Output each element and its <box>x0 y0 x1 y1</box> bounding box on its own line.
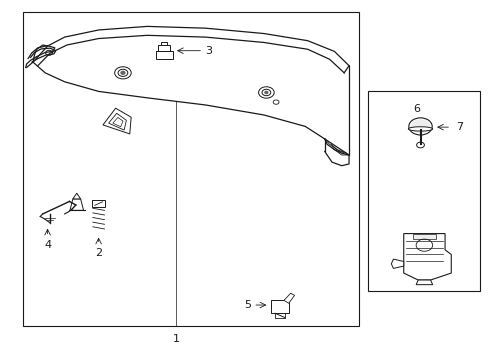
Text: 7: 7 <box>455 122 462 132</box>
Polygon shape <box>103 108 131 134</box>
Polygon shape <box>73 193 81 199</box>
Bar <box>23 12 358 327</box>
Circle shape <box>410 119 429 134</box>
Text: 3: 3 <box>205 46 212 56</box>
Text: 2: 2 <box>95 248 102 258</box>
Bar <box>412 234 435 239</box>
Polygon shape <box>415 280 432 285</box>
Text: 6: 6 <box>413 104 420 113</box>
Bar <box>155 51 173 59</box>
Bar <box>158 45 170 51</box>
Bar <box>271 300 288 313</box>
Polygon shape <box>108 113 126 130</box>
Text: 1: 1 <box>173 334 180 344</box>
Bar <box>368 91 479 291</box>
Ellipse shape <box>407 127 432 131</box>
Circle shape <box>264 91 267 94</box>
Text: 5: 5 <box>244 300 250 310</box>
Polygon shape <box>284 293 294 303</box>
Bar <box>92 201 105 207</box>
Bar <box>161 42 167 45</box>
Circle shape <box>121 71 124 74</box>
Polygon shape <box>390 259 403 269</box>
Polygon shape <box>403 234 450 280</box>
Polygon shape <box>113 117 122 127</box>
Polygon shape <box>70 199 83 210</box>
Text: 4: 4 <box>44 240 51 250</box>
